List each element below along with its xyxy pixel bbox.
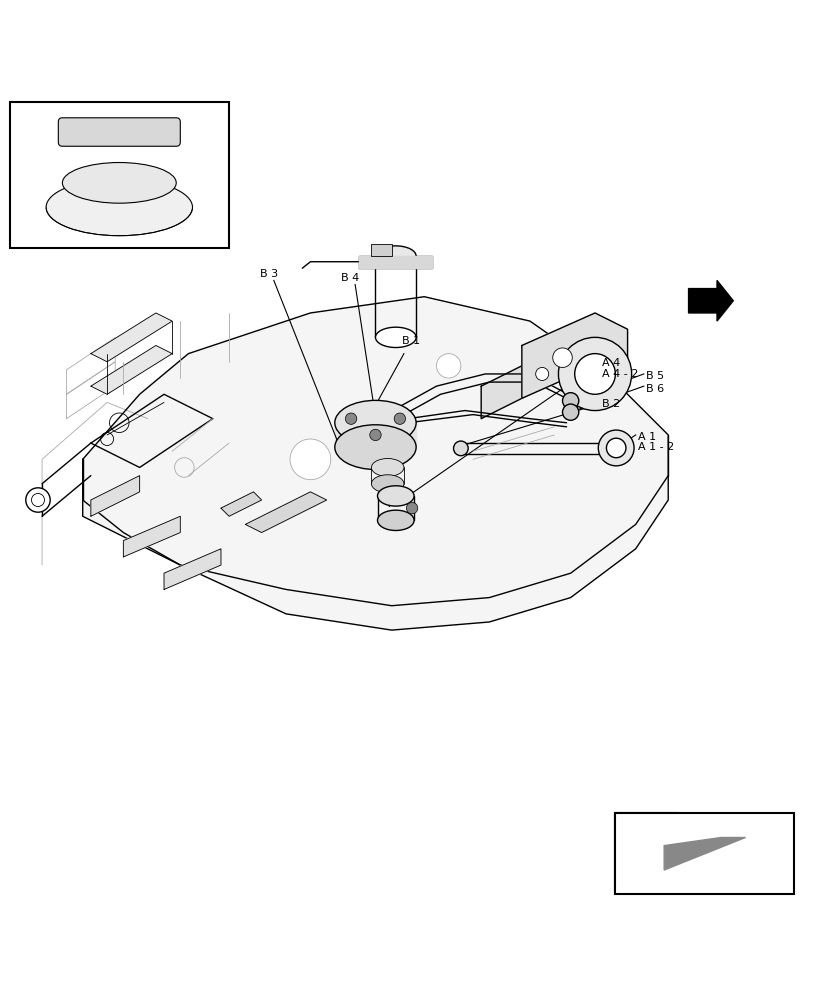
FancyBboxPatch shape [58, 118, 180, 146]
Circle shape [562, 393, 579, 409]
Ellipse shape [378, 510, 414, 530]
Ellipse shape [375, 246, 416, 266]
Text: B 1: B 1 [402, 336, 420, 346]
Circle shape [345, 413, 357, 424]
Text: B 2: B 2 [601, 399, 620, 409]
Polygon shape [91, 476, 140, 516]
Circle shape [562, 404, 579, 420]
Polygon shape [335, 423, 416, 447]
Ellipse shape [335, 425, 416, 470]
Bar [615, 813, 794, 894]
Ellipse shape [378, 486, 414, 506]
Bar [10, 102, 229, 248]
Bar [371, 244, 392, 256]
Polygon shape [82, 297, 668, 630]
Circle shape [290, 439, 330, 480]
Ellipse shape [371, 459, 404, 476]
Polygon shape [664, 837, 746, 870]
Circle shape [558, 337, 632, 411]
Ellipse shape [375, 327, 416, 348]
Text: A 1: A 1 [638, 432, 656, 442]
Text: B 5: B 5 [646, 371, 664, 381]
Text: A 4 - 2: A 4 - 2 [601, 369, 638, 379]
Text: B 4: B 4 [341, 273, 360, 283]
Circle shape [370, 429, 381, 441]
Polygon shape [359, 256, 432, 268]
Ellipse shape [47, 179, 193, 236]
Ellipse shape [371, 475, 404, 493]
Polygon shape [91, 313, 172, 362]
Ellipse shape [454, 441, 468, 456]
Polygon shape [689, 280, 734, 321]
Text: B 3: B 3 [260, 269, 278, 279]
Circle shape [535, 367, 548, 380]
Polygon shape [123, 516, 180, 557]
Ellipse shape [62, 163, 176, 203]
Circle shape [606, 438, 626, 458]
Ellipse shape [335, 400, 416, 445]
Circle shape [598, 430, 634, 466]
Text: B 6: B 6 [646, 384, 664, 394]
Polygon shape [246, 492, 326, 533]
Circle shape [26, 488, 50, 512]
Circle shape [574, 354, 615, 394]
Circle shape [552, 348, 572, 367]
Polygon shape [164, 549, 221, 589]
Circle shape [394, 413, 406, 424]
Polygon shape [481, 350, 595, 419]
Polygon shape [91, 345, 172, 394]
Circle shape [437, 354, 461, 378]
Polygon shape [522, 313, 628, 398]
Text: A 1 - 2: A 1 - 2 [638, 442, 674, 452]
Polygon shape [221, 492, 262, 516]
Text: A 4: A 4 [601, 358, 620, 368]
Circle shape [406, 502, 418, 514]
